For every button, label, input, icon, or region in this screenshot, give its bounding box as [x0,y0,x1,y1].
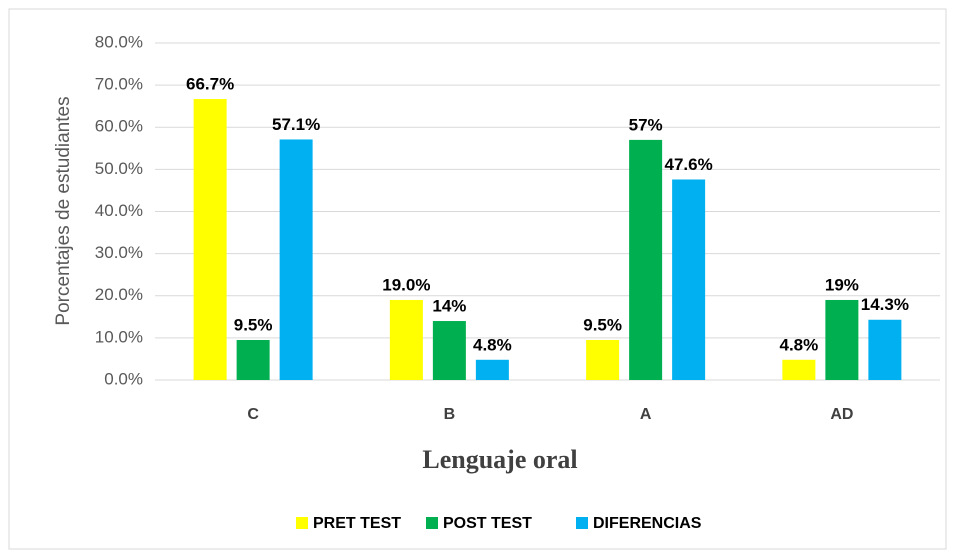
bar [586,339,620,380]
data-label: 9.5% [234,315,273,334]
data-label: 57.1% [272,115,320,134]
data-label: 19.0% [382,275,430,294]
x-axis-title: Lenguaje oral [422,445,577,474]
bar [782,359,816,380]
x-tick-label: C [247,406,259,423]
legend-label: POST TEST [443,515,532,532]
y-tick-label: 60.0% [95,117,143,136]
x-tick-label: AD [830,406,853,423]
bar [825,299,859,380]
bar [475,359,509,380]
bar [389,299,423,380]
bar [236,339,270,380]
y-tick-label: 20.0% [95,285,143,304]
y-tick-label: 80.0% [95,32,143,51]
y-tick-label: 30.0% [95,243,143,262]
legend-swatch [426,517,438,529]
data-label: 4.8% [780,335,819,354]
data-label: 66.7% [186,75,234,94]
legend-label: DIFERENCIAS [593,515,702,532]
y-tick-label: 10.0% [95,327,143,346]
data-label: 9.5% [583,315,622,334]
data-label: 14.3% [861,295,909,314]
legend-swatch [576,517,588,529]
x-tick-label: B [444,406,456,423]
chart-border [8,8,947,550]
data-label: 19% [825,275,859,294]
y-tick-label: 70.0% [95,75,143,94]
data-label: 47.6% [665,155,713,174]
bar [629,139,663,380]
y-tick-label: 50.0% [95,159,143,178]
bar [432,321,466,380]
data-label: 14% [432,297,466,316]
bar [279,139,313,380]
bar [868,319,902,380]
x-tick-label: A [640,406,652,423]
data-label: 4.8% [473,335,512,354]
y-axis-title: Porcentajes de estudiantes [53,96,74,325]
bar [672,179,706,380]
data-label: 57% [629,115,663,134]
y-tick-label: 0.0% [104,369,143,388]
legend-label: PRET TEST [313,515,401,532]
bar [193,99,227,381]
y-tick-label: 40.0% [95,201,143,220]
legend-swatch [296,517,308,529]
